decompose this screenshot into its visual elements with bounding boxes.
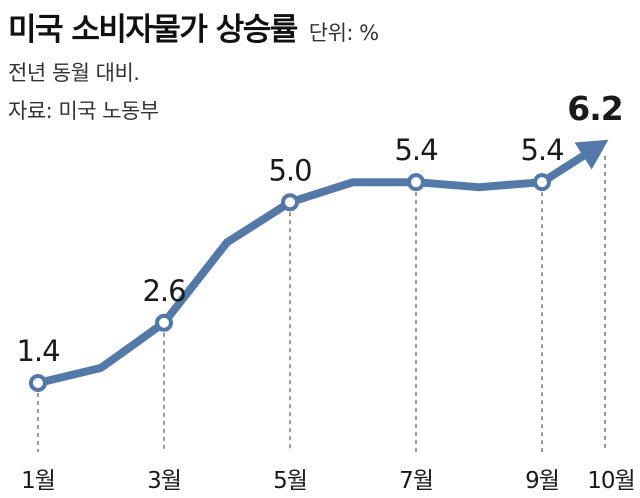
value-label-5: 5.0 xyxy=(268,153,311,187)
value-label-9: 5.4 xyxy=(520,133,563,167)
tick-label-1: 1월 xyxy=(21,468,55,494)
point-marker-9 xyxy=(533,173,551,192)
point-marker-1 xyxy=(29,374,47,392)
point-markers xyxy=(29,173,551,392)
chart-title: 미국 소비자물가 상승률 xyxy=(8,12,298,48)
unit-label: 단위: % xyxy=(308,21,379,45)
guide-lines xyxy=(37,156,606,452)
value-labels: 1.42.65.05.4 5.46.2 xyxy=(16,89,623,368)
x-axis-tick-labels: 1월 3월 5월 7월 9월 10월 xyxy=(21,468,636,494)
tick-label-5: 5월 xyxy=(273,468,307,494)
chart-header: 미국 소비자물가 상승률 단위: % 전년 동월 대비. 자료: 미국 노동부 xyxy=(8,4,632,125)
point-marker-7 xyxy=(407,173,425,192)
tick-label-10: 10월 xyxy=(587,468,634,494)
series-line-group xyxy=(34,139,609,387)
tick-label-3: 3월 xyxy=(147,468,181,494)
arrow-icon xyxy=(574,139,609,170)
source-label: 자료: 미국 노동부 xyxy=(8,99,159,123)
tick-label-9: 9월 xyxy=(525,468,559,494)
point-marker-5 xyxy=(281,193,299,212)
value-label-3: 2.6 xyxy=(142,274,185,308)
value-label-10: 6.2 xyxy=(567,89,622,128)
title-row: 미국 소비자물가 상승률 단위: % xyxy=(8,4,632,49)
value-label-7: 5.4 xyxy=(394,133,437,167)
tick-label-7: 7월 xyxy=(399,468,433,494)
chart-subtitle: 전년 동월 대비. xyxy=(8,61,140,85)
series-line xyxy=(34,150,589,387)
value-label-1: 1.4 xyxy=(16,334,59,368)
point-marker-3 xyxy=(155,313,173,332)
